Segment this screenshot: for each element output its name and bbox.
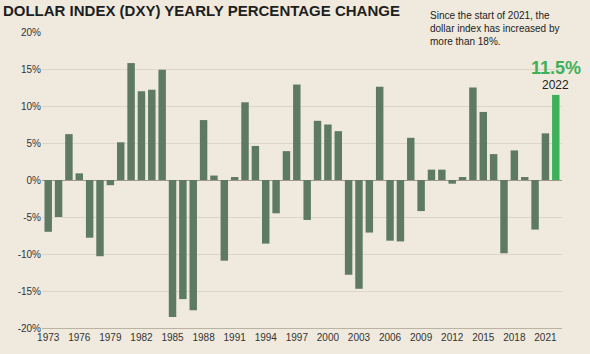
svg-text:1979: 1979 — [99, 332, 122, 343]
svg-text:2018: 2018 — [503, 332, 526, 343]
svg-text:5%: 5% — [27, 138, 42, 149]
svg-text:-10%: -10% — [18, 249, 41, 260]
svg-text:1991: 1991 — [224, 332, 247, 343]
svg-text:2022: 2022 — [542, 78, 569, 92]
svg-text:2021: 2021 — [534, 332, 557, 343]
svg-text:-5%: -5% — [23, 212, 41, 223]
svg-text:1994: 1994 — [255, 332, 278, 343]
svg-text:1982: 1982 — [130, 332, 153, 343]
svg-text:1997: 1997 — [286, 332, 309, 343]
svg-text:-15%: -15% — [18, 286, 41, 297]
svg-text:2009: 2009 — [410, 332, 433, 343]
svg-text:2003: 2003 — [348, 332, 371, 343]
svg-text:DOLLAR INDEX (DXY) YEARLY PERC: DOLLAR INDEX (DXY) YEARLY PERCENTAGE CHA… — [3, 2, 400, 19]
svg-text:1985: 1985 — [161, 332, 184, 343]
svg-text:20%: 20% — [21, 27, 41, 38]
svg-text:2015: 2015 — [472, 332, 495, 343]
svg-text:10%: 10% — [21, 101, 41, 112]
svg-text:-20%: -20% — [18, 323, 41, 334]
svg-text:11.5%: 11.5% — [531, 58, 581, 78]
svg-text:0%: 0% — [27, 175, 42, 186]
svg-text:1973: 1973 — [37, 332, 60, 343]
svg-text:2012: 2012 — [441, 332, 464, 343]
svg-text:Since the start of 2021, thedo: Since the start of 2021, thedollar index… — [430, 10, 560, 47]
svg-text:15%: 15% — [21, 64, 41, 75]
svg-text:1988: 1988 — [192, 332, 215, 343]
svg-text:1976: 1976 — [68, 332, 91, 343]
svg-text:2006: 2006 — [379, 332, 402, 343]
svg-text:2000: 2000 — [317, 332, 340, 343]
